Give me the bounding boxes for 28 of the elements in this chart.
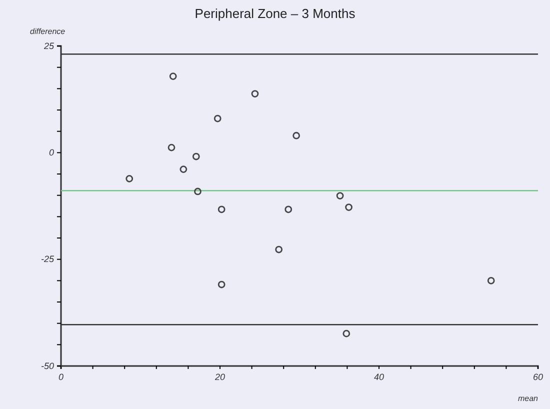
point [218,206,226,214]
point [275,246,283,254]
point [292,132,300,140]
chart-title: Peripheral Zone – 3 Months [194,6,356,21]
y-tick-label: -50 [40,360,54,371]
point [336,192,344,200]
y-tick-label: 25 [42,40,55,51]
point [487,276,495,284]
point [284,206,292,214]
point [168,144,176,152]
point [345,204,352,211]
x-tick-label: 40 [374,372,384,382]
point [218,280,226,288]
point [180,166,188,173]
point [192,152,200,160]
x-axis-title: mean [518,394,539,403]
x-tick-label: 0 [58,372,64,382]
point [194,188,202,196]
point [126,175,134,182]
x-tick-label: 20 [214,372,226,382]
point [251,90,259,98]
point [342,330,350,338]
y-tick-label: -25 [40,254,55,264]
x-tick-label: 60 [532,372,544,382]
y-tick-label: 0 [48,148,54,158]
point [214,114,222,122]
y-axis-title: difference [30,27,66,36]
point [169,72,177,80]
